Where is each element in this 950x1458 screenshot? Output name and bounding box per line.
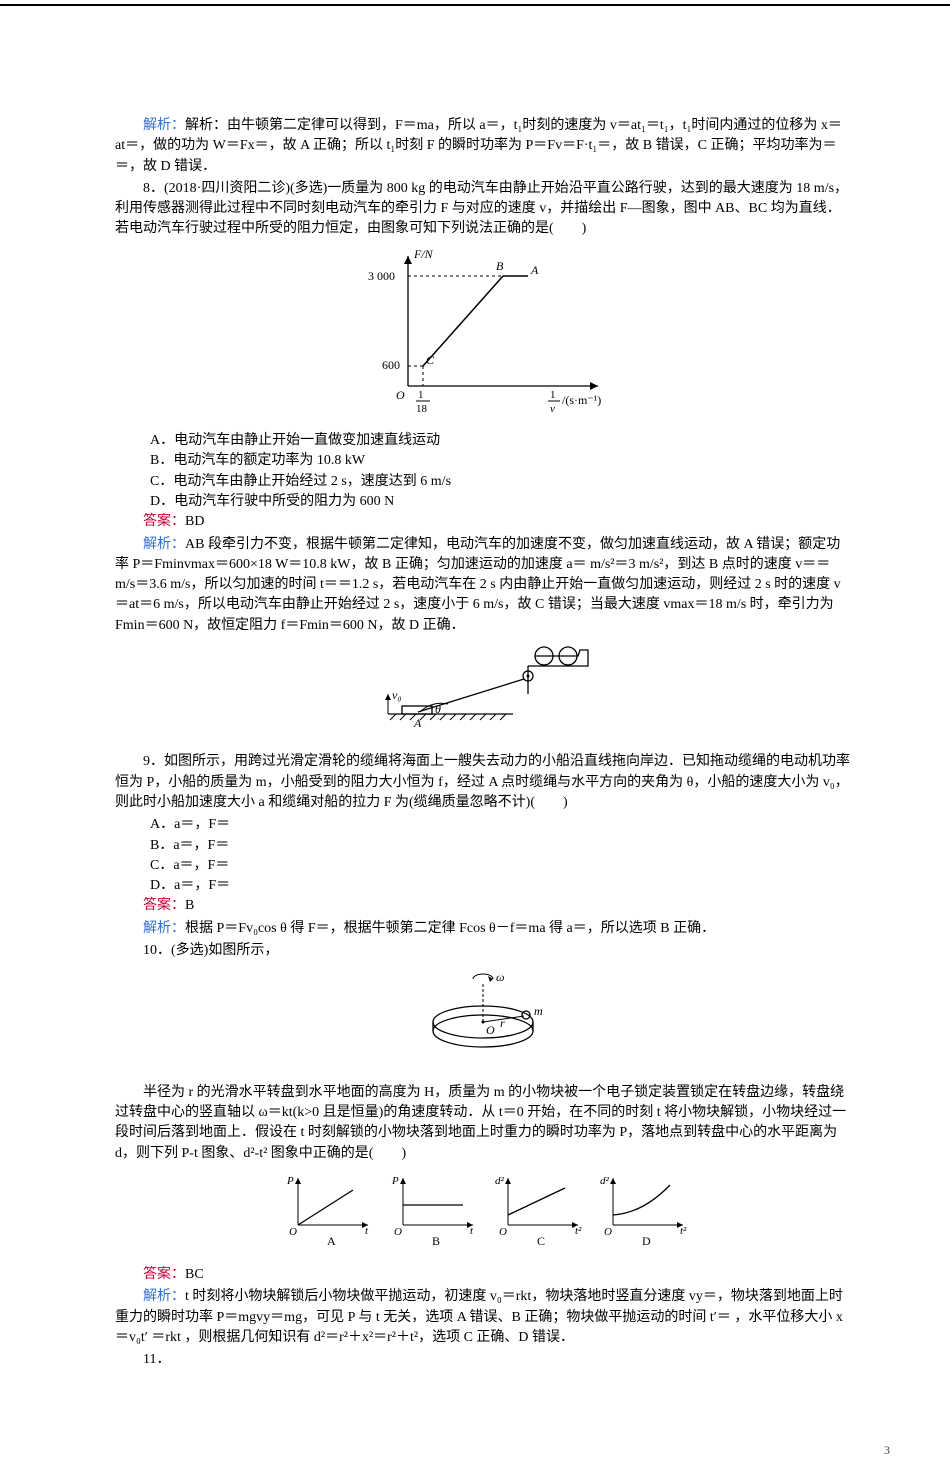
p10-ans: BC <box>185 1267 204 1282</box>
p8-optB: B．电动汽车的额定功率为 10.8 kW <box>150 451 850 471</box>
fig8-y3000: 3 000 <box>368 269 395 283</box>
fig10t-m: m <box>534 1004 543 1018</box>
p10-head: 10．(多选)如图所示， <box>115 941 850 961</box>
p10-analysis-text: t 时刻将小物块解锁后小物块做平抛运动，初速度 v₀＝rkt，物块落地时竖直分速… <box>115 1289 843 1345</box>
fA-P: P <box>286 1175 294 1187</box>
fC-L: C <box>537 1234 545 1248</box>
ans-label: 答案： <box>143 898 185 913</box>
ans-label: 答案： <box>143 514 185 529</box>
fA-L: A <box>327 1234 336 1248</box>
figure-10-bot: P O t A P O t B d² O t² C <box>115 1170 850 1257</box>
page-number: 3 <box>0 1403 950 1458</box>
p8-ans: BD <box>185 514 204 529</box>
fig8-tv1: 1 <box>550 389 556 401</box>
fig9-svg: v₀ θ A <box>358 642 608 737</box>
fig10t-omega: ω <box>496 970 504 984</box>
fig10t-r: r <box>500 1016 505 1030</box>
fA-O: O <box>289 1226 297 1238</box>
p10-analysis: 解析：t 时刻将小物块解锁后小物块做平抛运动，初速度 v₀＝rkt，物块落地时竖… <box>115 1287 850 1348</box>
page-content: 解析：解析：由牛顿第二定律可以得到，F＝ma，所以 a＝，t₁时刻的速度为 v＝… <box>0 4 950 1403</box>
fig8-C: C <box>426 353 435 367</box>
fig10bot-svg: P O t A P O t B d² O t² C <box>273 1170 693 1250</box>
p11: 11． <box>115 1350 850 1370</box>
fig8-xlabel: /(s·m⁻¹) <box>562 393 601 407</box>
p8-optA: A．电动汽车由静止开始一直做变加速直线运动 <box>150 431 850 451</box>
fig8-y600: 600 <box>382 358 400 372</box>
fig8-A: A <box>530 263 539 277</box>
p10-answer: 答案：BC <box>115 1265 850 1285</box>
p8-analysis: 解析：AB 段牵引力不变，根据牛顿第二定律知，电动汽车的加速度不变，做匀加速直线… <box>115 535 850 636</box>
p9-optC: C．a＝，F＝ <box>150 856 850 876</box>
fB-O: O <box>394 1226 402 1238</box>
p8-answer: 答案：BD <box>115 512 850 532</box>
p9-analysis-text: 根据 P＝Fv₀cos θ 得 F＝，根据牛顿第二定律 Fcos θ－f＝ma … <box>185 921 715 936</box>
fig8-ylabel: F/N <box>413 247 434 261</box>
p9-optB: B．a＝，F＝ <box>150 836 850 856</box>
analysis-label: 解析： <box>143 1289 185 1304</box>
fig8-t18a: 1 <box>418 389 424 401</box>
fig10t-O: O <box>486 1023 495 1037</box>
fig8-B: B <box>496 259 504 273</box>
fC-d2: d² <box>495 1175 505 1187</box>
fig8-O: O <box>396 388 405 402</box>
figure-8: F/N 3 000 600 O A B C 1 18 1 v /(s·m⁻¹) <box>115 246 850 423</box>
fig8-t18b: 18 <box>416 403 428 415</box>
fC-t2: t² <box>575 1225 582 1237</box>
p8-stem: 8．(2018·四川资阳二诊)(多选)一质量为 800 kg 的电动汽车由静止开… <box>115 179 850 240</box>
fig10top-svg: ω m r O <box>408 967 558 1067</box>
analysis-label: 解析： <box>143 921 185 936</box>
ans-label: 答案： <box>143 1267 185 1282</box>
p9-answer: 答案：B <box>115 896 850 916</box>
p7-analysis-text: 解析：由牛顿第二定律可以得到，F＝ma，所以 a＝，t₁时刻的速度为 v＝at₁… <box>115 118 842 174</box>
fD-t2: t² <box>680 1225 687 1237</box>
p7-analysis: 解析：解析：由牛顿第二定律可以得到，F＝ma，所以 a＝，t₁时刻的速度为 v＝… <box>115 116 850 177</box>
fA-t: t <box>365 1225 369 1237</box>
fD-O: O <box>604 1226 612 1238</box>
fB-P: P <box>391 1175 399 1187</box>
p10-stem: 半径为 r 的光滑水平转盘到水平地面的高度为 H，质量为 m 的小物块被一个电子… <box>115 1083 850 1164</box>
fig8-tv2: v <box>550 403 555 415</box>
fD-L: D <box>642 1234 651 1248</box>
p9-analysis: 解析：根据 P＝Fv₀cos θ 得 F＝，根据牛顿第二定律 Fcos θ－f＝… <box>115 919 850 939</box>
p9-optD: D．a＝，F＝ <box>150 876 850 896</box>
fig8-svg: F/N 3 000 600 O A B C 1 18 1 v /(s·m⁻¹) <box>348 246 618 416</box>
p8-optC: C．电动汽车由静止开始经过 2 s，速度达到 6 m/s <box>150 472 850 492</box>
fC-O: O <box>499 1226 507 1238</box>
figure-10-top: ω m r O <box>115 967 850 1074</box>
p9-ans: B <box>185 898 194 913</box>
figure-9: v₀ θ A <box>115 642 850 744</box>
fD-d2: d² <box>600 1175 610 1187</box>
fB-t: t <box>470 1225 474 1237</box>
fig9-A: A <box>413 716 422 730</box>
p8-optD: D．电动汽车行驶中所受的阻力为 600 N <box>150 492 850 512</box>
p9-stem: 9．如图所示，用跨过光滑定滑轮的缆绳将海面上一艘失去动力的小船沿直线拖向岸边．已… <box>115 752 850 813</box>
analysis-label: 解析： <box>143 537 185 552</box>
p8-analysis-text: AB 段牵引力不变，根据牛顿第二定律知，电动汽车的加速度不变，做匀加速直线运动，… <box>115 537 841 633</box>
fB-L: B <box>432 1234 440 1248</box>
fig9-v0: v₀ <box>392 688 402 702</box>
analysis-label: 解析： <box>143 118 185 133</box>
p9-optA: A．a＝，F＝ <box>150 815 850 835</box>
